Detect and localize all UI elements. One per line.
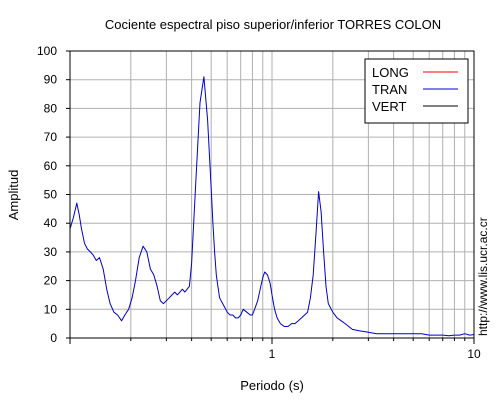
y-tick-label: 60 (44, 159, 58, 173)
legend-box (364, 58, 469, 124)
x-tick-label: 1 (269, 347, 276, 361)
y-tick-label: 40 (44, 216, 58, 230)
y-tick-label: 0 (50, 331, 57, 345)
y-tick-label: 30 (44, 245, 58, 259)
chart-title: Cociente espectral piso superior/inferio… (105, 17, 441, 32)
y-axis-label: Amplitud (6, 170, 21, 221)
legend: LONG TRAN VERT (364, 58, 469, 124)
data-series (69, 76, 475, 337)
grid-lines (70, 51, 474, 338)
y-tick-label: 20 (44, 274, 58, 288)
x-tick-label: 10 (467, 347, 481, 361)
watermark-url: http://www.lis.ucr.ac.cr (476, 217, 490, 336)
y-tick-label: 90 (44, 73, 58, 87)
legend-label-tran: TRAN (372, 82, 407, 97)
y-tick-label: 80 (44, 101, 58, 115)
legend-label-vert: VERT (372, 99, 406, 114)
y-tick-label: 100 (37, 44, 57, 58)
legend-label-long: LONG (372, 65, 409, 80)
y-tick-label: 70 (44, 130, 58, 144)
plot-frame (69, 50, 475, 339)
x-axis-ticks: 1 10 (69, 338, 481, 361)
series-line-tran (69, 76, 475, 337)
x-axis-label: Periodo (s) (240, 378, 304, 393)
y-axis-ticks: 0 10 20 30 40 50 60 70 80 90 100 (37, 44, 70, 345)
y-tick-label: 10 (44, 302, 58, 316)
y-tick-label: 50 (44, 188, 58, 202)
